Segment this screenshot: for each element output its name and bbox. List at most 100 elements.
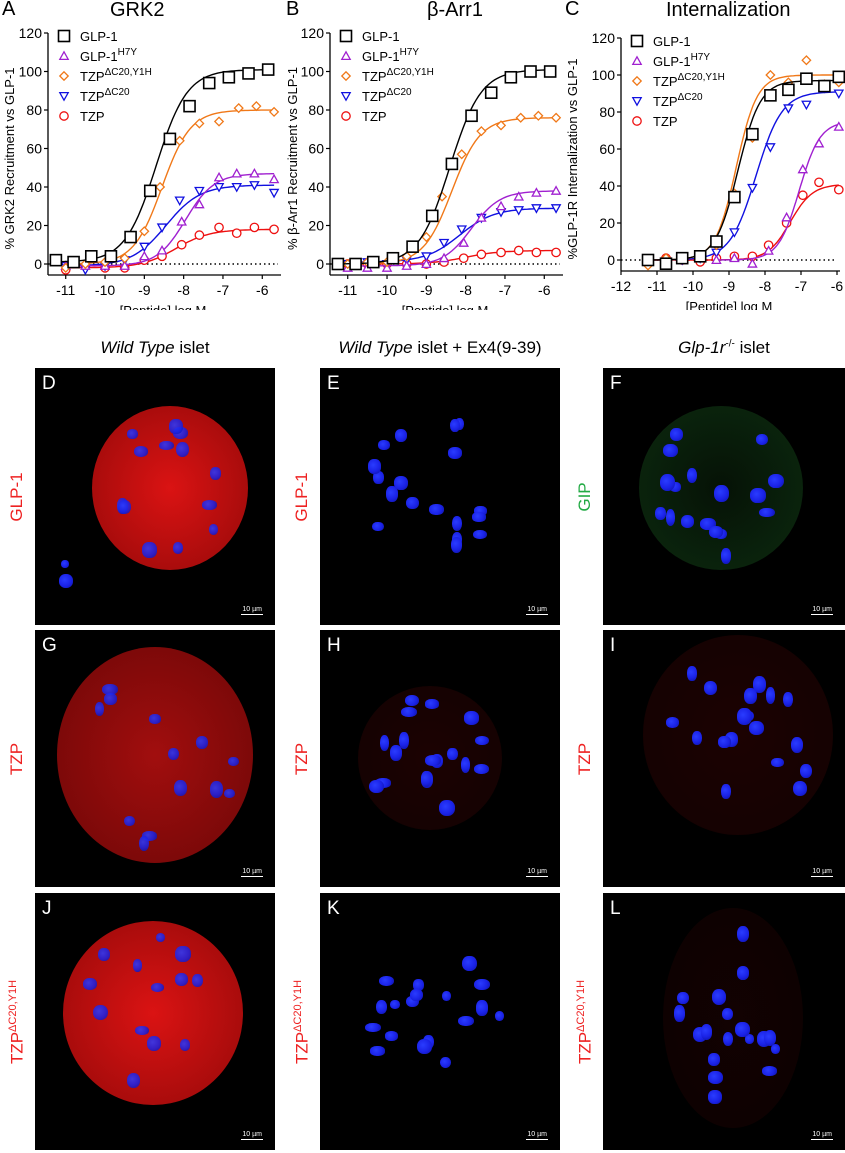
nucleus: [761, 1066, 778, 1076]
legend-label: TZPΔC20,Y1H: [653, 72, 725, 89]
nucleus: [475, 735, 490, 746]
nucleus: [365, 1022, 382, 1033]
y-tick-label: 100: [301, 64, 325, 80]
nucleus: [228, 756, 240, 767]
legend-item: GLP-1H7Y: [340, 47, 419, 64]
legend-label: TZPΔC20: [653, 92, 703, 109]
nucleus: [700, 1024, 713, 1040]
x-axis-label: [Peptide] log M: [402, 303, 489, 310]
x-tick-label: -11: [338, 282, 357, 298]
micrograph-panel-l: L 10 µm: [603, 893, 845, 1150]
x-tick-label: -7: [795, 278, 808, 294]
nucleus: [659, 474, 675, 492]
nucleus: [722, 1031, 734, 1047]
nucleus: [98, 947, 111, 961]
series-triangle-up: [342, 185, 562, 272]
series-diamond: [342, 110, 562, 270]
legend-item: TZPΔC20: [340, 87, 412, 104]
nucleus: [386, 486, 398, 502]
nucleus: [424, 699, 440, 709]
nucleus: [439, 1056, 452, 1069]
legend-item: TZPΔC20,Y1H: [631, 72, 725, 89]
nucleus: [750, 488, 766, 504]
nucleus: [474, 506, 487, 516]
x-tick-label: -10: [683, 278, 703, 294]
scale-bar: 10 µm: [811, 606, 833, 615]
series-square: [331, 65, 557, 271]
nucleus: [749, 720, 764, 735]
nucleus: [720, 548, 731, 565]
y-tick-label: 80: [599, 104, 615, 120]
legend-item: GLP-1: [57, 29, 118, 44]
legend-label: GLP-1H7Y: [362, 47, 419, 64]
panel-letter-j: J: [42, 898, 52, 919]
nucleus: [150, 982, 165, 992]
panel-letter-c: C: [565, 0, 580, 20]
x-tick-label: -8: [459, 282, 472, 298]
nucleus: [376, 999, 388, 1014]
nucleus: [369, 1046, 385, 1056]
nucleus: [405, 694, 420, 707]
nucleus: [377, 440, 390, 450]
x-tick-label: -8: [177, 282, 190, 298]
series-triangle-down: [642, 83, 845, 268]
nucleus: [735, 1021, 750, 1037]
y-tick-label: 0: [607, 252, 615, 268]
nucleus: [790, 737, 804, 754]
y-tick-label: 0: [316, 256, 324, 272]
nucleus: [441, 990, 451, 1002]
nucleus: [473, 764, 490, 775]
chart-internalization: 0 20 40 60 80 100 120 -12 -11 -10 -9 -8 -7 -6 [Peptide…: [565, 30, 845, 310]
islet-red-signal: [57, 647, 253, 863]
micrograph-panel-h: H 10 µm: [320, 630, 560, 887]
chart-panel-a: A GRK2 0 20 40 60 80 100 120 -11 -10 -9 -8 -7 -6 [Pep…: [0, 0, 285, 310]
legend-label: TZP: [653, 114, 678, 129]
nucleus: [665, 509, 676, 527]
x-tick-label: -8: [759, 278, 772, 294]
nucleus: [59, 574, 73, 588]
nucleus: [654, 507, 666, 520]
nucleus: [147, 1036, 162, 1051]
nucleus: [168, 747, 180, 760]
nucleus: [451, 516, 463, 532]
nucleus: [102, 684, 119, 696]
chart-title-grk2: GRK2: [110, 0, 165, 21]
chart-barr1: 0 20 40 60 80 100 120 -11 -10 -9 -8 -7 -6 [Peptide] l…: [285, 25, 563, 310]
nucleus: [708, 1090, 722, 1104]
nucleus: [179, 1039, 191, 1051]
nucleus: [763, 1029, 777, 1046]
y-tick-label: 60: [26, 141, 42, 157]
nucleus: [677, 991, 689, 1005]
legend-item: TZPΔC20: [631, 92, 703, 109]
nucleus: [744, 688, 757, 705]
nucleus: [447, 447, 462, 459]
nucleus: [373, 471, 384, 484]
legend-label: GLP-1H7Y: [653, 52, 710, 69]
series-square: [49, 63, 275, 269]
nucleus: [429, 504, 444, 516]
nucleus: [736, 925, 749, 943]
scale-bar: 10 µm: [241, 1131, 263, 1140]
nucleus: [447, 747, 458, 761]
legend-label: TZPΔC20,Y1H: [80, 67, 152, 84]
y-tick-label: 40: [599, 178, 615, 194]
x-tick-label: -10: [95, 282, 115, 298]
chart-title-internalization: Internalization: [666, 0, 791, 21]
row-label-tzp: TZP: [292, 742, 311, 775]
nucleus: [665, 717, 680, 729]
nucleus: [670, 482, 682, 492]
nucleus: [460, 757, 470, 774]
y-tick-label: 0: [34, 256, 42, 272]
nucleus: [686, 467, 697, 484]
y-tick-label: 20: [599, 215, 615, 231]
nucleus: [175, 946, 191, 962]
nucleus: [401, 707, 418, 718]
nucleus: [138, 835, 149, 852]
x-tick-label: -10: [377, 282, 397, 298]
legend-item: TZPΔC20,Y1H: [58, 67, 152, 84]
y-tick-label: 80: [26, 102, 42, 118]
nucleus: [201, 500, 217, 510]
nucleus: [765, 686, 776, 704]
legend-label: TZP: [362, 109, 387, 124]
nucleus: [393, 476, 408, 491]
